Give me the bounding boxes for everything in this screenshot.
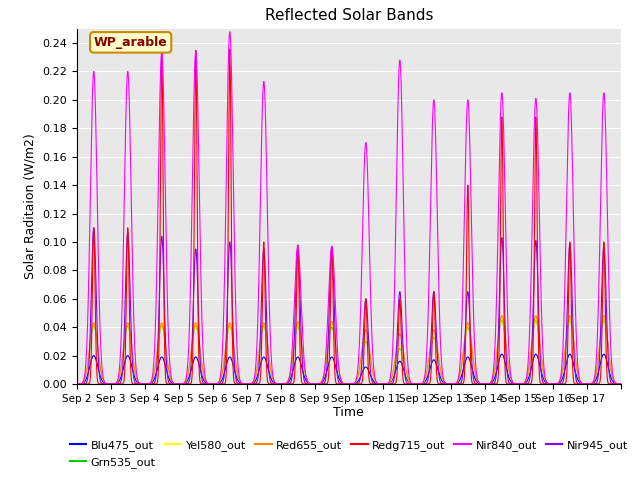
Y-axis label: Solar Raditaion (W/m2): Solar Raditaion (W/m2) <box>24 133 36 279</box>
Legend: Blu475_out, Grn535_out, Yel580_out, Red655_out, Redg715_out, Nir840_out, Nir945_: Blu475_out, Grn535_out, Yel580_out, Red6… <box>65 436 632 472</box>
Text: WP_arable: WP_arable <box>94 36 168 49</box>
X-axis label: Time: Time <box>333 407 364 420</box>
Title: Reflected Solar Bands: Reflected Solar Bands <box>264 9 433 24</box>
